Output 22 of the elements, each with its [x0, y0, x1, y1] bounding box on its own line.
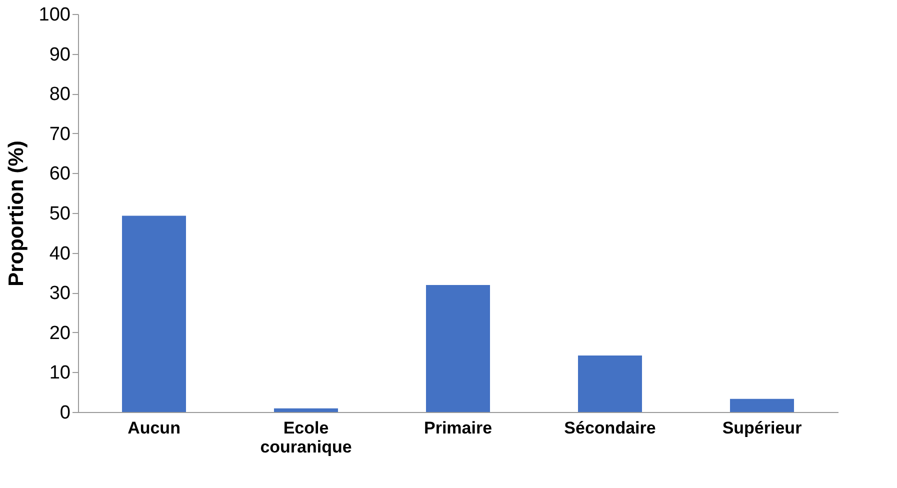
bar	[274, 408, 338, 412]
y-tick-label: 30	[49, 283, 70, 304]
bar	[426, 285, 490, 412]
x-tick-label: Sécondaire	[564, 418, 656, 438]
y-tick-label: 40	[49, 243, 70, 264]
y-axis-title: Proportion (%)	[4, 140, 28, 286]
x-tick-label: Supérieur	[722, 418, 802, 438]
y-tick-label: 10	[49, 362, 70, 384]
x-tick-label: Ecole couranique	[260, 418, 352, 456]
x-tick-label: Primaire	[424, 418, 492, 438]
y-tick-label: 100	[38, 4, 70, 26]
y-tick-label: 60	[49, 164, 70, 185]
y-tick-label: 0	[60, 402, 70, 424]
y-tick-label: 20	[49, 322, 70, 344]
y-tick-label: 70	[49, 124, 70, 145]
y-tick-label: 80	[49, 84, 70, 106]
bar	[122, 216, 186, 412]
x-tick-label: Aucun	[128, 418, 180, 438]
y-tick-label: 50	[49, 204, 70, 224]
y-tick-label: 90	[49, 44, 70, 66]
bar	[730, 398, 794, 412]
bar	[578, 355, 642, 412]
